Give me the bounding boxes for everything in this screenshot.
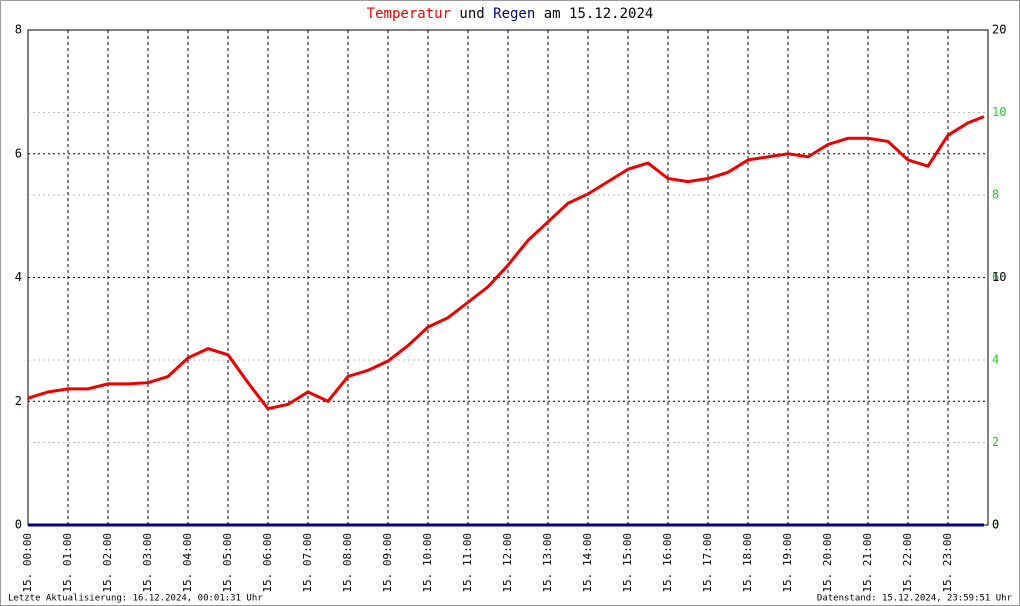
- y3-tick-label: 4: [992, 353, 999, 367]
- chart-title: Temperatur und Regen am 15.12.2024: [367, 6, 654, 22]
- y2-tick-label: 20: [992, 23, 1006, 37]
- title-temp: Temperatur: [367, 6, 451, 22]
- footer-left: Letzte Aktualisierung: 16.12.2024, 00:01…: [8, 594, 263, 604]
- y-tick-label: 6: [15, 146, 22, 160]
- y3-tick-label: 8: [992, 188, 999, 202]
- series-line: [27, 115, 985, 411]
- x-tick-label: 15. 04:00: [181, 533, 194, 593]
- y-tick-label: 8: [15, 23, 22, 37]
- title-rain: Regen: [493, 6, 535, 22]
- x-tick-label: 15. 17:00: [701, 533, 714, 593]
- y-tick-label: 0: [15, 518, 22, 532]
- x-tick-label: 15. 03:00: [141, 533, 154, 593]
- footer-right: Datenstand: 15.12.2024, 23:59:51 Uhr: [817, 594, 1013, 604]
- y3-tick-label: 6: [992, 270, 999, 284]
- x-tick-label: 15. 13:00: [541, 533, 554, 593]
- x-tick-label: 15. 08:00: [341, 533, 354, 593]
- x-tick-label: 15. 01:00: [61, 533, 74, 593]
- y3-tick-label: 10: [992, 105, 1006, 119]
- x-tick-label: 15. 20:00: [821, 533, 834, 593]
- x-tick-label: 15. 02:00: [101, 533, 114, 593]
- x-tick-label: 15. 22:00: [901, 533, 914, 593]
- x-tick-label: 15. 07:00: [301, 533, 314, 593]
- y2-tick-label: 0: [992, 518, 999, 532]
- title-date: am 15.12.2024: [544, 6, 654, 22]
- x-tick-label: 15. 09:00: [381, 533, 394, 593]
- x-tick-label: 15. 15:00: [621, 533, 634, 593]
- x-tick-label: 15. 10:00: [421, 533, 434, 593]
- y2-tick-label: 10: [992, 270, 1006, 284]
- x-tick-label: 15. 18:00: [741, 533, 754, 593]
- y3-tick-label: 0: [992, 518, 999, 532]
- x-tick-label: 15. 14:00: [581, 533, 594, 593]
- y-tick-label: 4: [15, 270, 22, 284]
- y-tick-label: 2: [15, 394, 22, 408]
- x-tick-label: 15. 06:00: [261, 533, 274, 593]
- x-tick-label: 15. 16:00: [661, 533, 674, 593]
- title-und: und: [459, 6, 484, 22]
- x-tick-label: 15. 23:00: [941, 533, 954, 593]
- x-tick-label: 15. 21:00: [861, 533, 874, 593]
- x-tick-label: 15. 11:00: [461, 533, 474, 593]
- y3-tick-label: 2: [992, 435, 999, 449]
- x-tick-label: 15. 12:00: [501, 533, 514, 593]
- x-tick-label: 15. 19:00: [781, 533, 794, 593]
- x-tick-label: 15. 00:00: [21, 533, 34, 593]
- x-tick-label: 15. 05:00: [221, 533, 234, 593]
